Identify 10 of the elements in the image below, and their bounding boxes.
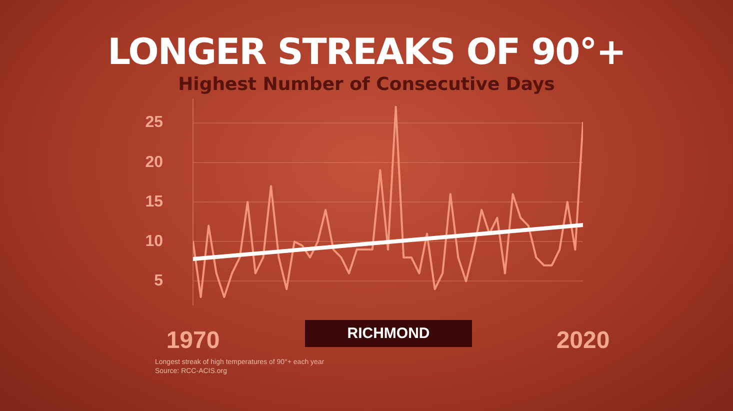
y-tick-label: 15 [145, 193, 164, 210]
y-tick-label: 10 [145, 233, 164, 250]
y-tick-label: 25 [145, 114, 164, 132]
y-tick-label: 20 [145, 154, 164, 171]
x-tick-label: 2020 [556, 327, 610, 354]
text: RICHMOND [305, 320, 472, 347]
chart-subtitle: Highest Number of Consecutive Days [177, 74, 556, 95]
x-tick-label: 1970 [166, 327, 220, 354]
chart-title: LONGER STREAKS OF 90°+ [106, 32, 626, 73]
y-tick-label: 5 [154, 272, 164, 290]
